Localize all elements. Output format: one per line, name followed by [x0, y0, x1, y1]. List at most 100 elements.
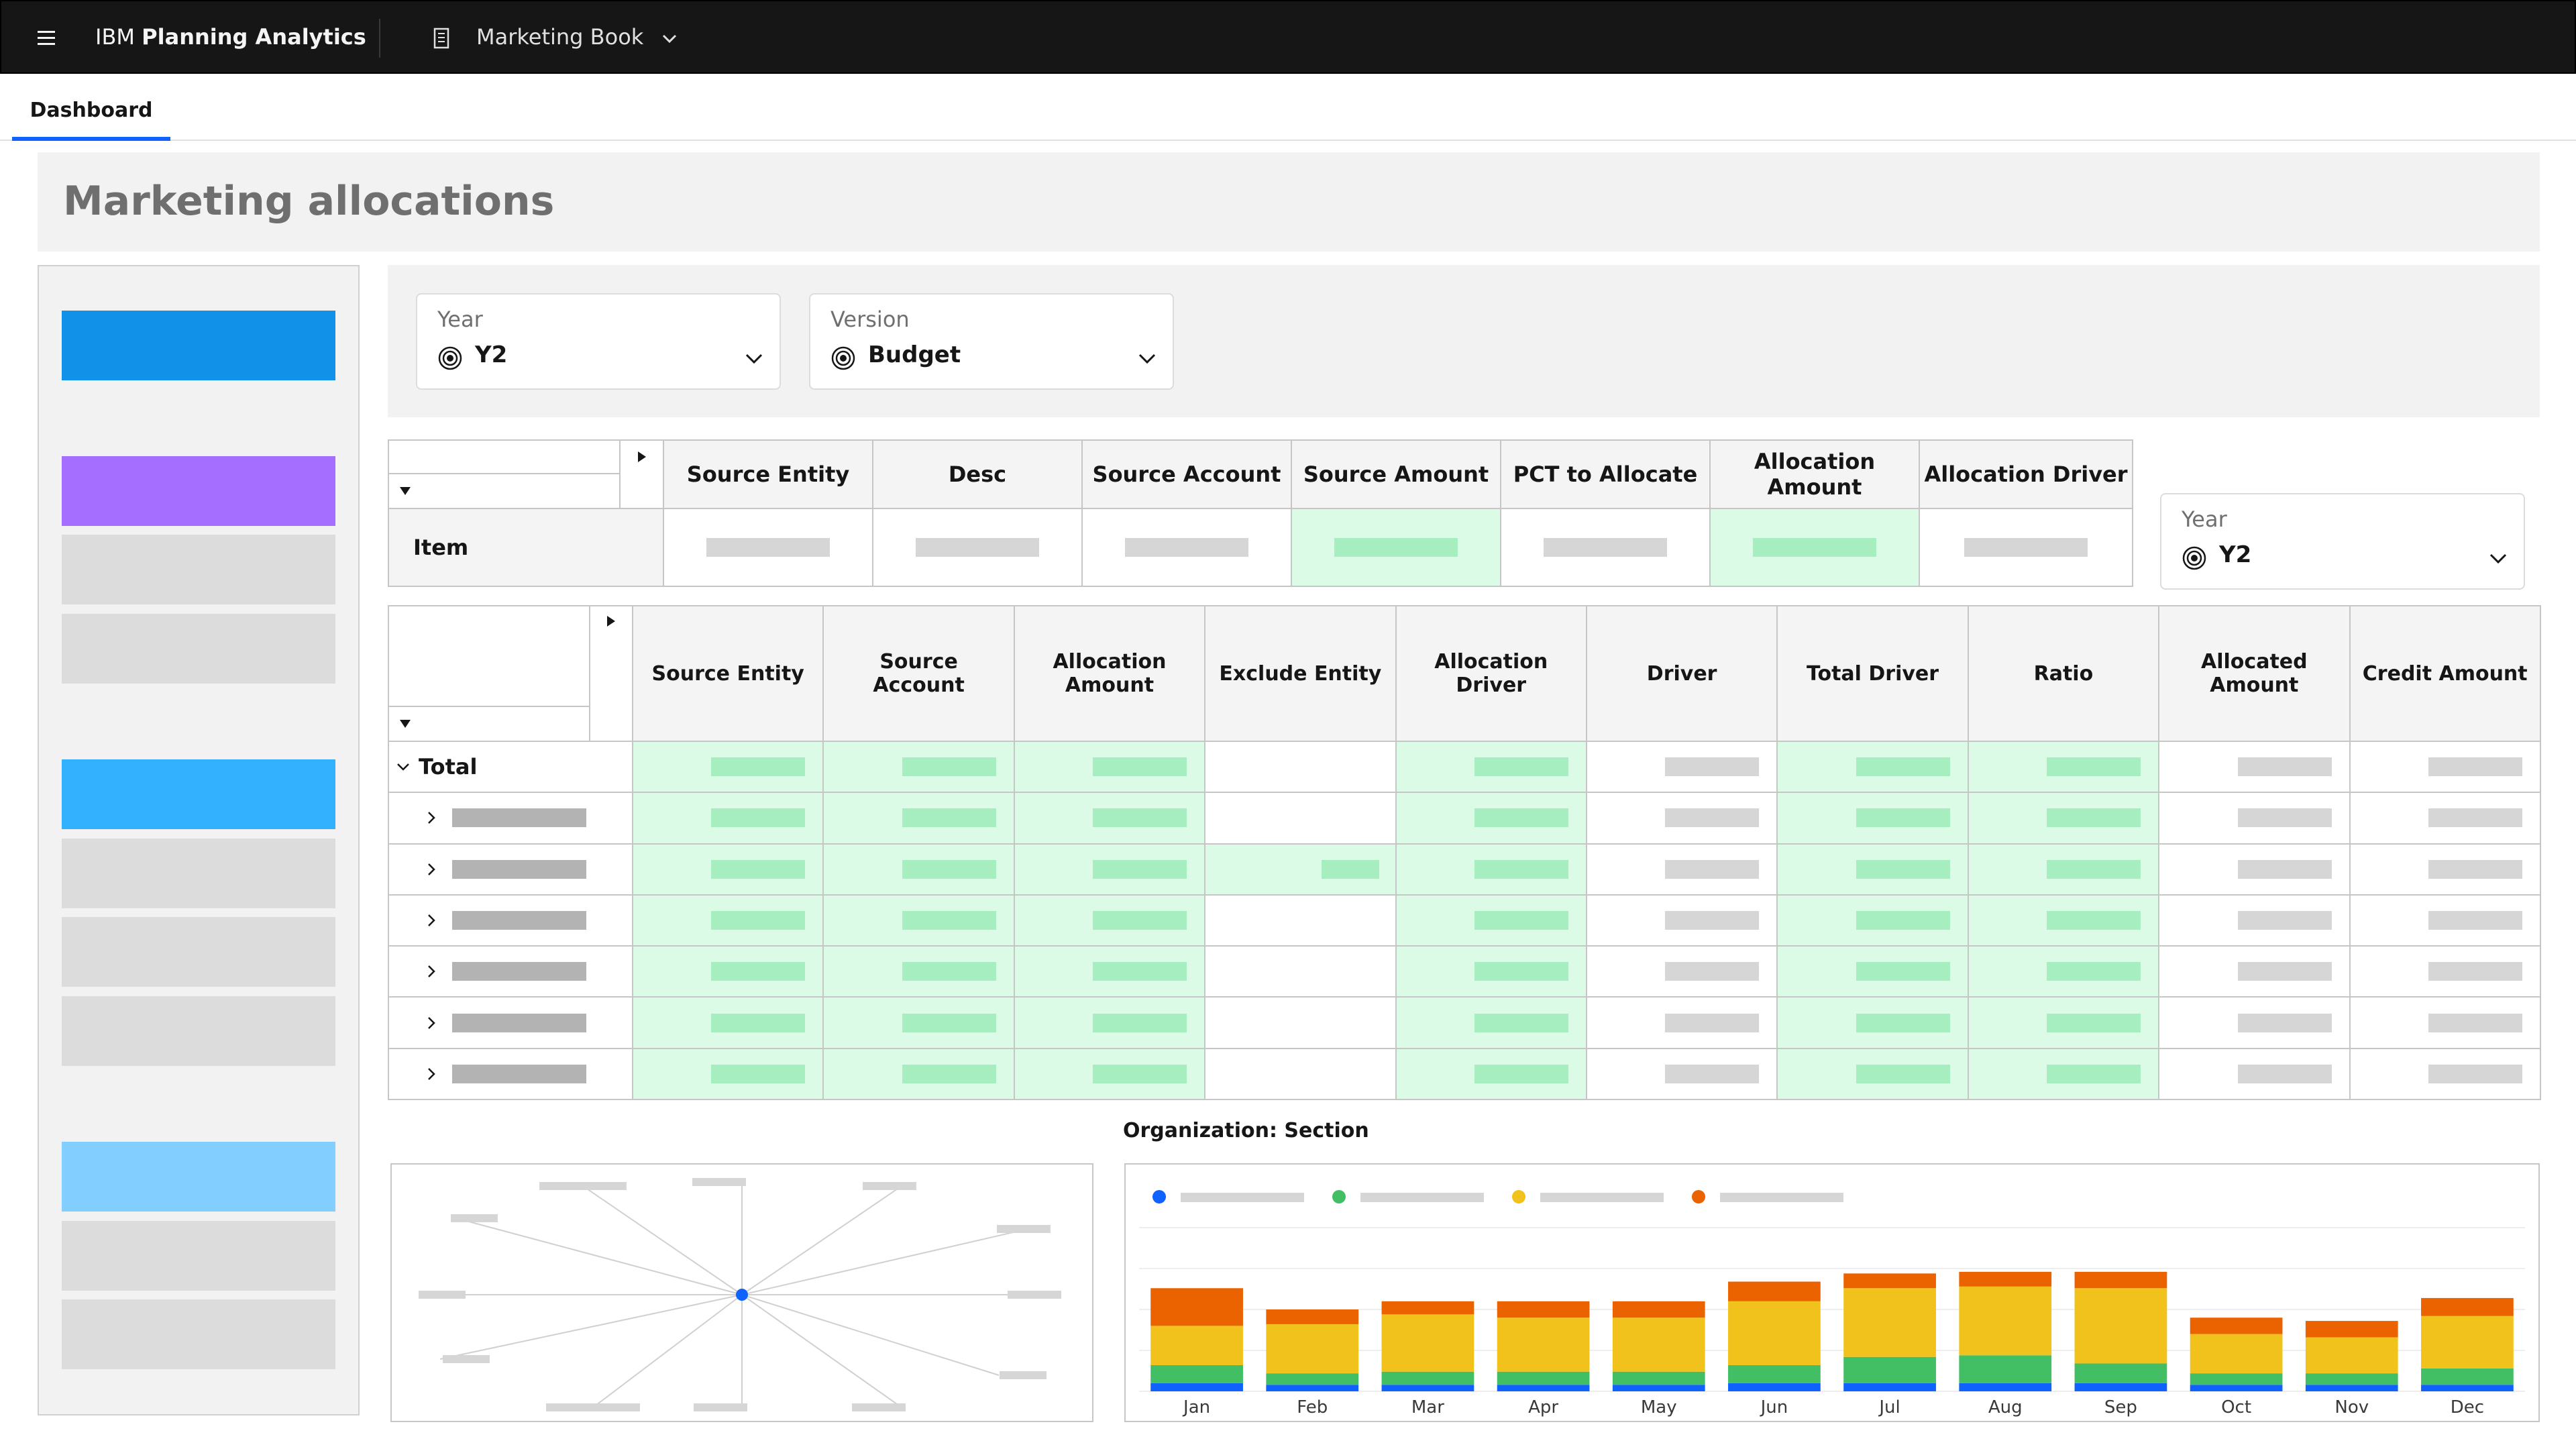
grid-cell[interactable]	[1395, 740, 1587, 794]
chevron-right-icon[interactable]	[423, 1014, 440, 1032]
row-header[interactable]	[388, 792, 633, 845]
grid-cell[interactable]	[1204, 996, 1397, 1049]
grid-cell[interactable]	[1013, 792, 1206, 845]
grid-cell[interactable]	[1776, 843, 1969, 896]
bar-segment[interactable]	[1150, 1288, 1243, 1326]
column-header[interactable]: Source Account	[822, 605, 1015, 742]
chevron-right-icon[interactable]	[423, 912, 440, 929]
grid-cell[interactable]	[1081, 508, 1292, 587]
bar-segment[interactable]	[2305, 1373, 2398, 1385]
column-header[interactable]: Ratio	[1967, 605, 2160, 742]
bar-segment[interactable]	[1843, 1383, 1936, 1391]
expand-rows-icon[interactable]	[388, 473, 621, 509]
legend-marker[interactable]	[1332, 1190, 1346, 1203]
bar-segment[interactable]	[1728, 1364, 1821, 1383]
bar-segment[interactable]	[2074, 1271, 2167, 1289]
bar-segment[interactable]	[2421, 1368, 2514, 1385]
nav-block[interactable]	[62, 311, 335, 380]
bar-segment[interactable]	[1612, 1371, 1705, 1385]
grid-cell[interactable]	[1395, 996, 1587, 1049]
grid-cell[interactable]	[1967, 792, 2160, 845]
grid-cell[interactable]	[1204, 740, 1397, 794]
bar-segment[interactable]	[1266, 1373, 1359, 1385]
grid-cell[interactable]	[1013, 894, 1206, 947]
bar-segment[interactable]	[1381, 1301, 1474, 1315]
grid-cell[interactable]	[1204, 945, 1397, 998]
column-header[interactable]: Allocation Amount	[1013, 605, 1206, 742]
expand-rows-icon[interactable]	[388, 706, 590, 742]
grid-cell[interactable]	[1776, 792, 1969, 845]
grid-cell[interactable]	[1967, 945, 2160, 998]
chevron-right-icon[interactable]	[423, 809, 440, 826]
nav-block[interactable]	[62, 535, 335, 604]
bar-segment[interactable]	[1266, 1385, 1359, 1391]
grid-cell[interactable]	[2349, 792, 2541, 845]
bar-segment[interactable]	[2074, 1288, 2167, 1364]
grid-cell[interactable]	[1395, 843, 1587, 896]
bar-segment[interactable]	[1843, 1273, 1936, 1289]
bar-segment[interactable]	[2074, 1383, 2167, 1391]
bar-segment[interactable]	[1959, 1355, 2052, 1383]
grid-cell[interactable]	[631, 894, 824, 947]
bar-segment[interactable]	[1150, 1383, 1243, 1391]
bar-segment[interactable]	[1959, 1383, 2052, 1391]
grid-cell[interactable]	[822, 1047, 1015, 1100]
bar-segment[interactable]	[1612, 1318, 1705, 1372]
grid-cell[interactable]	[2349, 996, 2541, 1049]
grid-cell[interactable]	[1967, 740, 2160, 794]
grid-cell[interactable]	[1013, 740, 1206, 794]
grid-cell[interactable]	[1395, 1047, 1587, 1100]
bar-segment[interactable]	[2190, 1373, 2283, 1385]
column-header[interactable]: Exclude Entity	[1204, 605, 1397, 742]
grid-cell[interactable]	[822, 894, 1015, 947]
grid-cell[interactable]	[1919, 508, 2133, 587]
bar-segment[interactable]	[1150, 1364, 1243, 1383]
grid-cell[interactable]	[1585, 740, 1778, 794]
bar-segment[interactable]	[2421, 1297, 2514, 1316]
grid-cell[interactable]	[1967, 843, 2160, 896]
bar-segment[interactable]	[1959, 1271, 2052, 1287]
bar-segment[interactable]	[2305, 1337, 2398, 1374]
menu-icon[interactable]	[35, 27, 62, 50]
column-header[interactable]: Source Amount	[1291, 439, 1501, 509]
bar-segment[interactable]	[2074, 1363, 2167, 1383]
row-header[interactable]: Total	[388, 740, 633, 794]
bar-segment[interactable]	[1843, 1288, 1936, 1357]
nav-block[interactable]	[62, 456, 335, 526]
bar-segment[interactable]	[2305, 1321, 2398, 1338]
grid-cell[interactable]	[1395, 894, 1587, 947]
grid-cell[interactable]	[1585, 945, 1778, 998]
grid-cell[interactable]	[1776, 945, 1969, 998]
nav-block[interactable]	[62, 996, 335, 1066]
grid-cell[interactable]	[631, 996, 824, 1049]
grid-cell[interactable]	[1291, 508, 1501, 587]
chevron-down-icon[interactable]	[394, 758, 412, 775]
version-dropdown[interactable]: Version Budget	[809, 293, 1174, 390]
grid-cell[interactable]	[1013, 843, 1206, 896]
bar-segment[interactable]	[2305, 1385, 2398, 1391]
year-dropdown[interactable]: Year Y2	[416, 293, 781, 390]
grid-cell[interactable]	[1204, 792, 1397, 845]
bar-segment[interactable]	[2190, 1318, 2283, 1334]
bar-segment[interactable]	[1497, 1371, 1590, 1385]
tab-dashboard[interactable]: Dashboard	[12, 74, 170, 141]
grid-cell[interactable]	[1776, 996, 1969, 1049]
bar-segment[interactable]	[2421, 1316, 2514, 1368]
grid-cell[interactable]	[2158, 945, 2351, 998]
row-header[interactable]	[388, 945, 633, 998]
nav-block[interactable]	[62, 917, 335, 987]
bar-segment[interactable]	[1728, 1281, 1821, 1301]
bar-segment[interactable]	[1728, 1301, 1821, 1365]
grid-cell[interactable]	[1967, 996, 2160, 1049]
column-header[interactable]: Source Entity	[663, 439, 873, 509]
grid-cell[interactable]	[1013, 945, 1206, 998]
grid-cell[interactable]	[2349, 945, 2541, 998]
bar-segment[interactable]	[1612, 1301, 1705, 1318]
book-selector[interactable]: Marketing Book	[476, 24, 644, 50]
grid-cell[interactable]	[822, 792, 1015, 845]
row-header[interactable]	[388, 843, 633, 896]
expand-columns-icon[interactable]	[589, 605, 633, 742]
bar-segment[interactable]	[1266, 1309, 1359, 1324]
grid-cell[interactable]	[1585, 843, 1778, 896]
chevron-down-icon[interactable]	[659, 28, 680, 50]
